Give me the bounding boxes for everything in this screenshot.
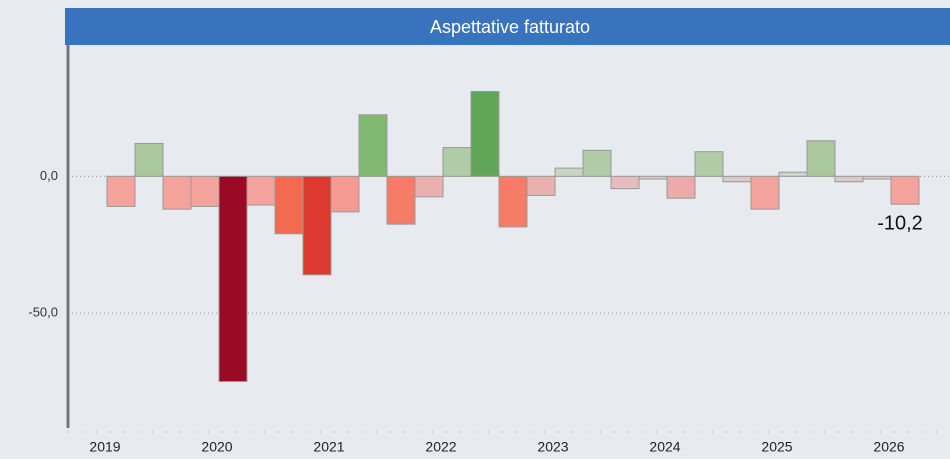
data-label: -10,2 [877,212,923,234]
bar [750,175,780,210]
bar [106,175,136,207]
bar [666,175,696,199]
bar [218,175,248,382]
bar [890,175,920,205]
x-tick-label: 2026 [873,439,904,455]
bar [498,175,528,228]
bar [862,175,892,180]
bar [834,175,864,183]
x-tick-label: 2024 [649,439,680,455]
bar [694,151,724,177]
bar [470,91,500,177]
bar [274,175,304,235]
bar [554,167,584,177]
bar [162,175,192,210]
bar [442,147,472,177]
bar [526,175,556,196]
bar [386,175,416,225]
bar [330,175,360,213]
bar [190,175,220,207]
x-tick-label: 2025 [761,439,792,455]
bar [638,175,668,180]
bar [610,175,640,190]
bar [246,175,276,206]
bar [134,142,164,177]
chart-title: Aspettative fatturato [430,17,590,37]
bar [358,114,388,177]
x-tick-label: 2022 [425,439,456,455]
x-tick-label: 2023 [537,439,568,455]
bar [414,175,444,198]
y-tick-label: 0,0 [40,168,58,183]
x-tick-label: 2019 [89,439,120,455]
y-tick-label: -50,0 [28,305,58,320]
bar [778,171,808,177]
title-bar [65,8,950,45]
x-tick-label: 2021 [313,439,344,455]
bar [302,175,332,276]
x-tick-label: 2020 [201,439,232,455]
bar [582,149,612,177]
bar [806,140,836,177]
bar [722,175,752,183]
